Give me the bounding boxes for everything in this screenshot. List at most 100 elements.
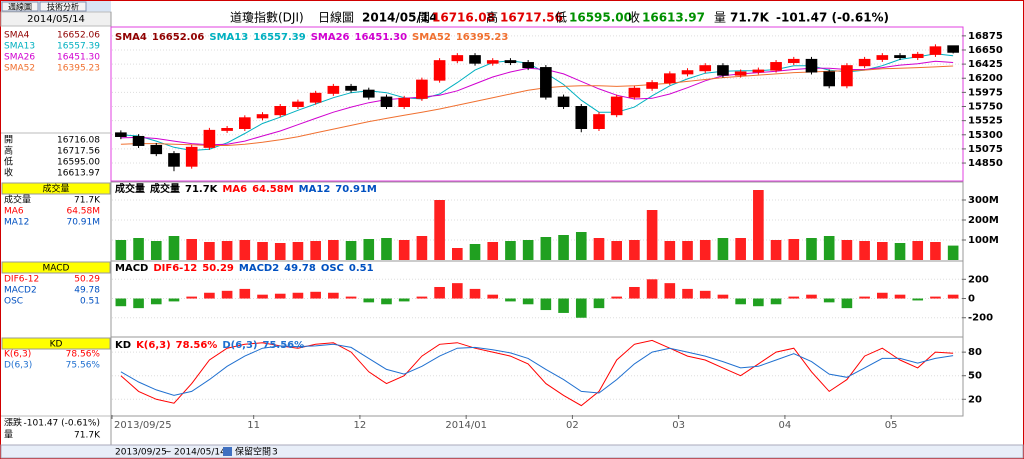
candle-body	[540, 67, 552, 98]
y-tick-label: 15525	[968, 116, 1003, 127]
side-value: 71.7K	[74, 431, 101, 441]
toolbar-from[interactable]: 2013/09/25	[115, 448, 167, 458]
legend-text: SMA13	[209, 32, 248, 43]
candle-body	[451, 55, 464, 62]
side-label: 高	[4, 145, 13, 157]
y-tick-label: 300M	[968, 195, 999, 206]
bar	[646, 210, 658, 260]
candle-body	[858, 58, 871, 67]
bar	[558, 235, 569, 260]
section-title: KD	[50, 340, 63, 350]
candle-body	[486, 60, 499, 64]
title: 道瓊指數(DJI)	[230, 10, 304, 25]
bar	[788, 239, 800, 260]
candle-body	[416, 79, 428, 99]
x-tick-label: 05	[885, 420, 898, 431]
open: 16716.08	[432, 11, 495, 25]
bar	[806, 294, 817, 299]
side-value: 16451.30	[57, 53, 100, 63]
bar	[363, 239, 375, 260]
legend-text: 0.51	[349, 263, 374, 274]
bar	[221, 290, 233, 299]
bar	[487, 294, 499, 299]
candle-body	[132, 135, 145, 146]
side-value: 64.58M	[66, 207, 100, 217]
bar	[629, 286, 640, 299]
side-label: SMA4	[4, 31, 30, 41]
tab-label[interactable]: 技術分析	[47, 2, 79, 12]
x-tick-label: 04	[779, 420, 792, 431]
candle-body	[823, 71, 835, 87]
section-box	[1, 261, 111, 274]
candle-body	[292, 101, 304, 108]
bar	[664, 241, 676, 260]
panel-frame	[110, 336, 964, 417]
bar	[894, 243, 906, 260]
side-value: 0.51	[80, 297, 100, 307]
candle-body	[646, 82, 658, 89]
side-value: 16613.97	[57, 169, 100, 179]
bar	[186, 239, 197, 260]
y-tick-label: 100M	[968, 235, 999, 246]
bar	[310, 291, 321, 299]
tab[interactable]	[39, 1, 87, 12]
bar	[593, 298, 605, 309]
side-label: SMA26	[4, 53, 35, 63]
y-tick-label: 16425	[968, 59, 1003, 70]
toolbar-space[interactable]: 保留空間	[235, 446, 271, 458]
side-value: 16557.39	[57, 42, 100, 52]
section-title: 成交量	[42, 183, 69, 195]
bar	[823, 236, 835, 260]
candle-body	[362, 89, 375, 98]
candle-body	[610, 96, 623, 116]
legend-text: OSC	[321, 263, 344, 274]
toolbar-count: 3	[272, 448, 278, 458]
bar	[735, 298, 746, 305]
bar	[575, 298, 587, 318]
bar	[115, 240, 127, 260]
legend-text: KD	[115, 340, 131, 351]
side-value: 16716.08	[57, 136, 100, 146]
bar	[735, 238, 746, 260]
bar	[912, 241, 924, 260]
candle-body	[593, 114, 605, 129]
bar	[239, 240, 251, 260]
volume-label: 量	[714, 11, 726, 25]
side-value: 16717.56	[57, 147, 100, 157]
x-tick-label: 11	[247, 420, 260, 431]
bar	[646, 279, 658, 299]
bar	[168, 236, 180, 260]
side-label: 收	[4, 167, 13, 179]
tab[interactable]	[1, 1, 39, 12]
side-label: OSC	[4, 297, 23, 307]
bar	[345, 241, 357, 260]
bar	[717, 238, 729, 260]
open-label: 開	[418, 11, 430, 25]
bar	[434, 286, 445, 299]
side-label: 成交量	[4, 194, 31, 206]
bar	[310, 241, 321, 260]
panel-frame	[110, 26, 964, 182]
bar	[611, 241, 622, 260]
bar	[452, 283, 463, 299]
side-label: K(6,3)	[4, 350, 31, 360]
tab-label[interactable]: 週線圖	[8, 2, 32, 12]
legend-text: 75.56%	[262, 340, 304, 351]
candle-body	[433, 60, 446, 81]
bar	[753, 190, 764, 260]
y-tick-label: -200	[968, 313, 993, 324]
bar	[133, 238, 144, 260]
kd-line	[120, 343, 954, 396]
bar	[717, 294, 729, 299]
candle-body	[699, 65, 712, 72]
toolbar-to[interactable]: 2014/05/14	[174, 448, 226, 458]
bar	[877, 292, 888, 299]
side-label: MA6	[4, 207, 24, 217]
bar	[788, 296, 800, 299]
candle-body	[221, 127, 233, 131]
candle-body	[256, 114, 269, 119]
header: 道瓊指數(DJI) 日線圖 2014/05/14 開 16716.08 高 16…	[230, 10, 889, 25]
icon[interactable]	[223, 447, 232, 456]
